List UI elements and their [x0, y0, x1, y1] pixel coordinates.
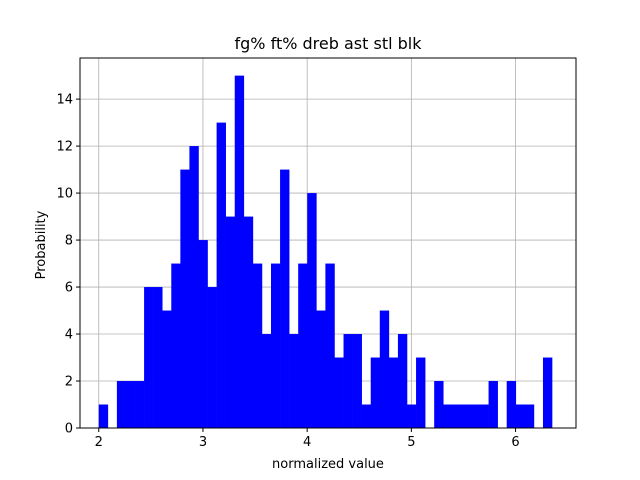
- histogram-bar: [216, 122, 226, 428]
- histogram-bar: [189, 146, 199, 428]
- y-axis-label: Probability: [34, 210, 49, 279]
- histogram-bar: [252, 263, 263, 428]
- y-tick-label: 4: [65, 328, 73, 343]
- y-tick-label: 0: [65, 422, 73, 437]
- histogram-bar: [488, 381, 498, 428]
- histogram-bar: [397, 334, 408, 428]
- histogram-bar: [289, 334, 299, 428]
- histogram-bar: [542, 357, 553, 428]
- histogram-bar: [316, 310, 326, 428]
- x-axis-label: normalized value: [272, 457, 384, 472]
- y-tick-label: 10: [56, 187, 73, 202]
- histogram-bar: [180, 169, 190, 429]
- chart-title: fg% ft% dreb ast stl blk: [235, 34, 423, 53]
- histogram-bar: [343, 334, 353, 428]
- histogram-bar: [243, 216, 254, 428]
- histogram-bar: [234, 75, 245, 428]
- y-tick-label: 12: [56, 140, 73, 155]
- histogram-bar: [334, 357, 344, 428]
- histogram-bar: [280, 169, 290, 429]
- x-tick-label: 4: [303, 435, 311, 450]
- plot-frame: [79, 57, 577, 429]
- histogram-bar: [135, 381, 145, 428]
- x-tick-label: 3: [199, 435, 207, 450]
- histogram-bar: [452, 404, 462, 428]
- histogram-bars: [98, 75, 553, 429]
- histogram-bar: [470, 404, 480, 428]
- histogram-bar: [307, 193, 317, 428]
- histogram-bar: [434, 381, 444, 428]
- histogram-bar: [125, 381, 136, 428]
- histogram-bar: [506, 381, 517, 428]
- histogram-bar: [379, 310, 390, 428]
- histogram-bar: [171, 263, 181, 428]
- histogram-bar: [443, 404, 453, 428]
- histogram-bar: [98, 404, 109, 428]
- histogram-bar: [198, 240, 208, 428]
- histogram-bar: [416, 357, 426, 428]
- histogram-bar: [406, 404, 417, 428]
- y-tick-label: 14: [56, 93, 73, 108]
- histogram-bar: [162, 310, 172, 428]
- y-tick-label: 2: [65, 375, 73, 390]
- histogram-bar: [298, 263, 308, 428]
- histogram-bar: [261, 334, 272, 428]
- x-tick-label: 6: [511, 435, 519, 450]
- y-axis-ticks: 0 2 4 6 8 10 12 14: [56, 93, 80, 437]
- histogram-bar: [388, 357, 399, 428]
- histogram-bar: [325, 263, 335, 428]
- histogram-bar: [515, 404, 526, 428]
- y-tick-label: 8: [65, 234, 73, 249]
- histogram-bar: [144, 287, 154, 428]
- histogram-bar: [207, 287, 217, 428]
- histogram-bar: [524, 404, 535, 428]
- histogram-bar: [352, 334, 362, 428]
- histogram-bar: [370, 357, 381, 428]
- histogram-bar: [116, 381, 127, 428]
- y-tick-label: 6: [65, 281, 73, 296]
- histogram-bar: [271, 263, 281, 428]
- histogram-bar: [361, 404, 372, 428]
- histogram-bar: [461, 404, 471, 428]
- histogram-bar: [479, 404, 489, 428]
- histogram-bar: [225, 216, 236, 428]
- x-axis-ticks: 2 3 4 5 6: [95, 428, 520, 450]
- histogram-bar: [153, 287, 163, 428]
- x-tick-label: 2: [95, 435, 103, 450]
- x-tick-label: 5: [407, 435, 415, 450]
